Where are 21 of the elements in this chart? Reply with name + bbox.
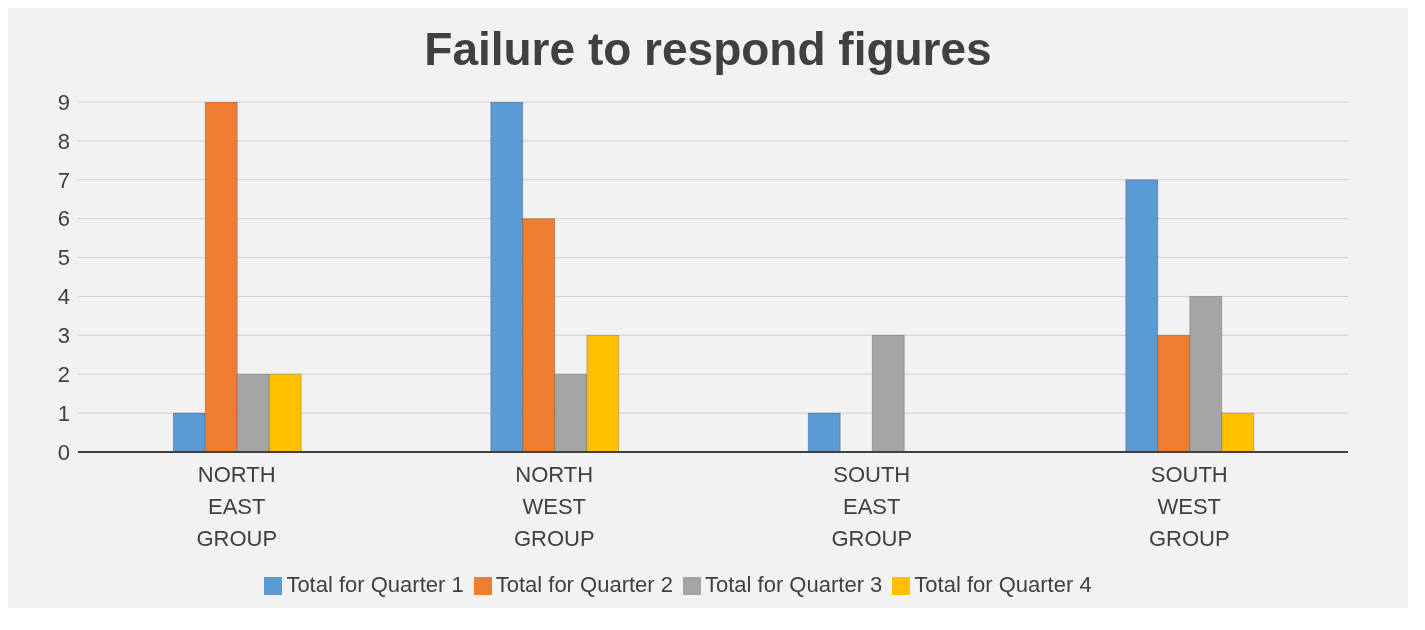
y-tick-label: 6 xyxy=(57,206,70,232)
bar xyxy=(807,412,841,452)
y-tick-label: 9 xyxy=(57,89,70,115)
y-tick-label: 4 xyxy=(57,284,70,310)
legend-label: Total for Quarter 4 xyxy=(914,572,1092,597)
x-tick-label: NORTH WEST GROUP xyxy=(513,462,595,551)
legend-label: Total for Quarter 1 xyxy=(286,572,464,597)
y-tick-label: 1 xyxy=(57,400,70,426)
chart-title: Failure to respond figures xyxy=(424,23,992,75)
legend-label: Total for Quarter 2 xyxy=(495,572,673,597)
x-tick-label: SOUTH EAST GROUP xyxy=(831,462,913,551)
x-tick-label: NORTH EAST GROUP xyxy=(196,462,278,551)
legend-label: Total for Quarter 3 xyxy=(705,572,883,597)
y-tick-label: 8 xyxy=(57,128,70,154)
bar xyxy=(871,334,905,452)
y-tick-label: 2 xyxy=(57,362,70,388)
y-tick-label: 3 xyxy=(57,323,70,349)
y-tick-label: 7 xyxy=(57,167,70,193)
x-tick-label: SOUTH WEST GROUP xyxy=(1148,462,1230,551)
y-tick-label: 0 xyxy=(57,439,70,465)
y-tick-label: 5 xyxy=(57,245,70,271)
